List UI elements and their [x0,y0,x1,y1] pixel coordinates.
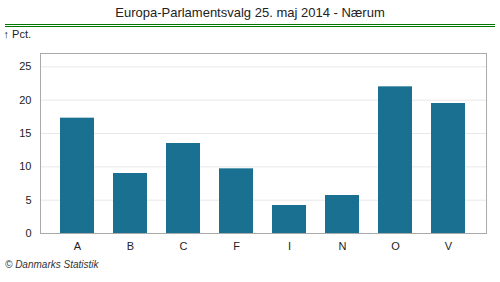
svg-text:F: F [233,240,240,252]
svg-text:20: 20 [19,94,31,106]
svg-text:N: N [339,240,347,252]
svg-text:10: 10 [19,160,31,172]
svg-text:25: 25 [19,60,31,72]
svg-text:O: O [391,240,400,252]
html-text:© Danmarks Statistik: © Danmarks Statistik [5,259,99,270]
svg-text:5: 5 [25,194,31,206]
svg-text:A: A [74,240,82,252]
svg-text:I: I [288,240,291,252]
svg-text:0: 0 [25,227,31,239]
svg-text:V: V [445,240,453,252]
svg-text:15: 15 [19,127,31,139]
svg-text:B: B [127,240,134,252]
svg-text:C: C [180,240,188,252]
svg-text:↑ Pct.: ↑ Pct. [4,28,32,40]
html-text:Europa-Parlamentsvalg 25. maj: Europa-Parlamentsvalg 25. maj 2014 - Nær… [115,5,385,20]
